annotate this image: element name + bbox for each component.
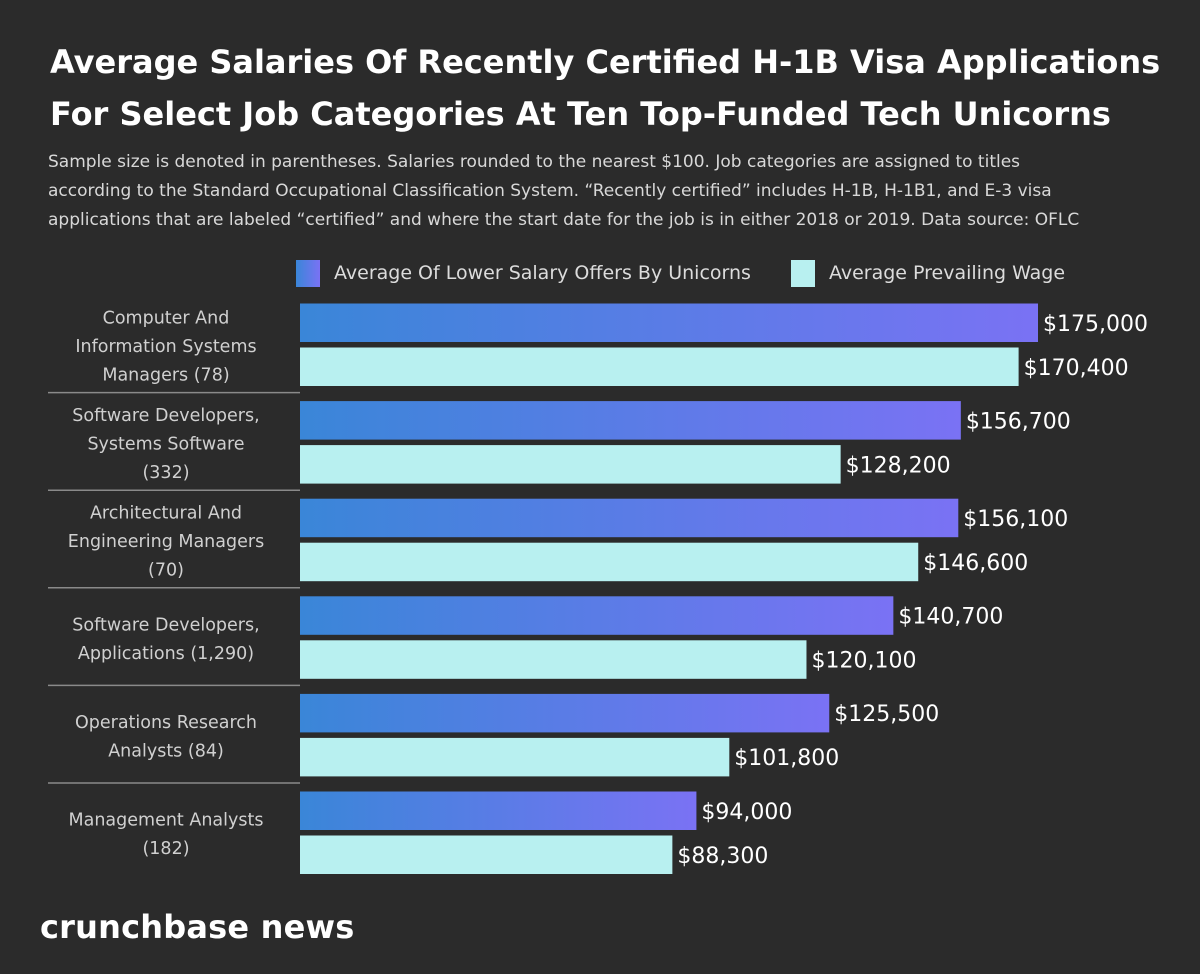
chart-subtitle-line-3: applications that are labeled “certified…	[48, 210, 1080, 230]
chart-legend: Average Of Lower Salary Offers By Unicor…	[296, 258, 1065, 288]
value-label-prevailing-wage: $170,400	[1024, 356, 1129, 381]
bar-prevailing-wage	[300, 542, 919, 582]
category-label-line: (332)	[142, 463, 189, 483]
category-label-line: Operations Research	[75, 713, 257, 733]
category-label-line: Systems Software	[87, 434, 244, 454]
category-label-line: Software Developers,	[72, 615, 259, 635]
chart-subtitle-line-1: Sample size is denoted in parentheses. S…	[48, 152, 1021, 172]
category-label-line: (70)	[148, 561, 184, 581]
category-label-line: Software Developers,	[72, 406, 259, 426]
legend-item-unicorn-offers: Average Of Lower Salary Offers By Unicor…	[296, 259, 751, 287]
category-group: Computer And Information Systems Managers …	[48, 303, 1148, 394]
value-label-unicorn-offer: $94,000	[701, 800, 792, 825]
chart-subtitle: Sample size is denoted in parentheses. S…	[48, 148, 1178, 235]
legend-item-prevailing-wage: Average Prevailing Wage	[790, 259, 1066, 287]
category-group: Architectural And Engineering Managers (70…	[48, 498, 1068, 589]
legend-label-unicorn-offers: Average Of Lower Salary Offers By Unicor…	[334, 262, 751, 284]
category-group: Software Developers, Applications (1,290)…	[48, 596, 1003, 687]
bar-prevailing-wage	[300, 835, 673, 874]
category-label-line: Managers (78)	[102, 365, 229, 385]
category-label-line: Computer And	[103, 308, 230, 328]
legend-swatch-prevailing-wage	[790, 259, 815, 287]
chart-body: Computer And Information Systems Managers …	[48, 303, 1148, 874]
category-label: Software Developers, Applications (1,290)	[72, 615, 259, 664]
bar-unicorn-offer	[300, 693, 830, 733]
category-group: Operations Research Analysts (84) $125,500…	[48, 693, 939, 784]
bar-prevailing-wage	[300, 737, 730, 777]
bar-prevailing-wage	[300, 445, 841, 484]
chart-subtitle-line-2: according to the Standard Occupational C…	[48, 181, 1052, 201]
chart-title-line-2: For Select Job Categories At Ten Top-Fun…	[50, 95, 1111, 133]
category-label: Architectural And Engineering Managers (70…	[68, 504, 264, 581]
value-label-unicorn-offer: $175,000	[1043, 312, 1148, 337]
bar-unicorn-offer	[300, 303, 1038, 342]
legend-swatch-unicorn-offers	[296, 259, 320, 287]
bar-unicorn-offer	[300, 791, 697, 830]
chart-title-line-1: Average Salaries Of Recently Certified H…	[50, 43, 1161, 81]
bar-unicorn-offer	[300, 596, 894, 635]
bar-prevailing-wage	[300, 640, 807, 679]
category-label: Software Developers, Systems Software (332…	[72, 406, 259, 483]
chart-title: Average Salaries Of Recently Certified H…	[50, 36, 1170, 140]
category-label: Management Analysts (182)	[69, 811, 264, 860]
value-label-prevailing-wage: $101,800	[734, 746, 839, 771]
category-group: Management Analysts (182) $94,000 $88,300	[69, 791, 792, 874]
category-label-line: (182)	[142, 839, 189, 859]
value-label-unicorn-offer: $156,100	[963, 507, 1068, 532]
value-label-prevailing-wage: $128,200	[846, 453, 951, 478]
value-label-prevailing-wage: $120,100	[811, 649, 916, 674]
category-group: Software Developers, Systems Software (332…	[48, 401, 1071, 491]
value-label-unicorn-offer: $140,700	[898, 605, 1003, 630]
category-label-line: Information Systems	[75, 337, 256, 357]
category-label-line: Applications (1,290)	[78, 644, 254, 664]
value-label-unicorn-offer: $156,700	[966, 409, 1071, 434]
legend-label-prevailing-wage: Average Prevailing Wage	[828, 262, 1066, 284]
category-label-line: Management Analysts	[69, 811, 264, 831]
category-label-line: Architectural And	[90, 504, 242, 524]
value-label-prevailing-wage: $146,600	[923, 551, 1028, 576]
category-label: Operations Research Analysts (84)	[75, 713, 257, 762]
category-label-line: Engineering Managers	[68, 532, 264, 552]
brand-logo-text: crunchbase news	[40, 908, 355, 946]
bar-unicorn-offer	[300, 401, 961, 440]
value-label-prevailing-wage: $88,300	[677, 844, 768, 869]
value-label-unicorn-offer: $125,500	[834, 702, 939, 727]
category-label: Computer And Information Systems Managers …	[75, 308, 256, 385]
category-label-line: Analysts (84)	[108, 741, 224, 761]
bar-prevailing-wage	[300, 347, 1019, 386]
bar-unicorn-offer	[300, 498, 959, 538]
